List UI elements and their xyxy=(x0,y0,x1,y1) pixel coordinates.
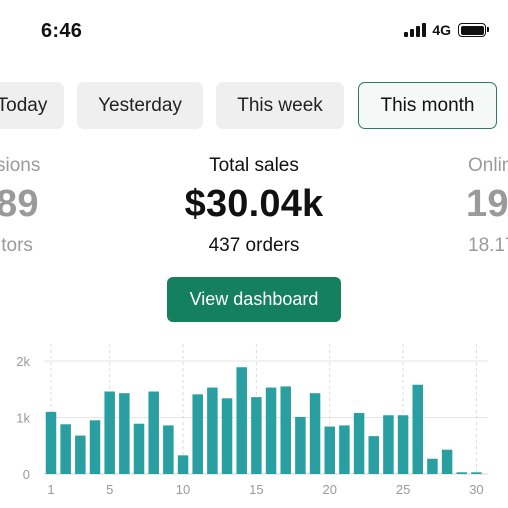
chart-bar xyxy=(207,387,218,474)
chart-bar xyxy=(427,458,438,474)
x-tick-label: 25 xyxy=(396,482,410,497)
chart-bar xyxy=(119,393,130,474)
chart-bar xyxy=(45,411,57,474)
y-tick-label: 1k xyxy=(16,411,30,426)
chart-bar xyxy=(383,415,394,474)
x-tick-label: 20 xyxy=(322,482,336,497)
x-tick-label: 30 xyxy=(469,482,483,497)
chart-bar xyxy=(251,397,262,474)
chart-bar xyxy=(412,384,423,474)
y-tick-label: 0 xyxy=(23,467,30,482)
tab-yesterday[interactable]: Yesterday xyxy=(77,82,203,129)
period-tabs: Today Yesterday This week This month xyxy=(0,0,508,140)
right-stat-label: Onlin xyxy=(468,155,508,176)
chart-bar xyxy=(89,420,101,474)
x-tick-label: 15 xyxy=(249,482,263,497)
chart-bar xyxy=(353,412,365,474)
chart-bar xyxy=(236,367,247,474)
orders-count: 437 orders xyxy=(208,235,300,256)
chart-bar xyxy=(471,472,482,474)
chart-bar xyxy=(280,386,291,474)
chart-bar xyxy=(177,455,189,474)
chart-bar xyxy=(397,415,409,474)
chart-bar xyxy=(148,391,159,474)
left-stat-label: sions xyxy=(0,155,41,176)
chart-bar xyxy=(163,425,174,474)
view-dashboard-button[interactable]: View dashboard xyxy=(167,277,341,322)
chart-bar xyxy=(265,387,277,474)
chart-bar xyxy=(441,449,453,474)
battery-icon xyxy=(458,23,489,37)
y-tick-label: 2k xyxy=(16,354,30,369)
x-tick-label: 10 xyxy=(176,482,190,497)
chart-bar xyxy=(221,398,233,474)
status-bar: 6:46 4G xyxy=(0,0,508,62)
tab-today[interactable]: Today xyxy=(0,82,64,129)
right-stat-sub: 18.17 xyxy=(468,235,508,256)
chart-bar xyxy=(192,394,203,474)
tab-this-month[interactable]: This month xyxy=(358,82,497,129)
left-stat-sub: itors xyxy=(0,235,33,256)
chart-bar xyxy=(324,426,335,474)
left-stat-value: 89 xyxy=(0,183,39,225)
total-sales-label: Total sales xyxy=(209,155,299,176)
chart-bar xyxy=(309,393,321,474)
stats-carousel: sions 89 itors Total sales $30.04k 437 o… xyxy=(0,155,508,256)
x-tick-label: 1 xyxy=(47,482,54,497)
chart-bar xyxy=(368,436,379,474)
chart-bar xyxy=(295,416,306,474)
x-tick-label: 5 xyxy=(106,482,113,497)
total-sales-value: $30.04k xyxy=(184,183,324,225)
chart-bar xyxy=(456,472,468,474)
tab-this-week[interactable]: This week xyxy=(216,82,344,129)
cellular-signal-icon xyxy=(404,23,427,37)
chart-bar xyxy=(60,424,71,474)
network-type: 4G xyxy=(432,22,451,38)
right-stat-value: 19 xyxy=(466,183,508,225)
chart-bar xyxy=(75,435,86,474)
status-time: 6:46 xyxy=(41,20,83,42)
chart-bar xyxy=(339,425,350,474)
status-icons: 4G xyxy=(404,22,489,38)
chart-bar xyxy=(104,391,115,474)
chart-bar xyxy=(133,423,145,474)
